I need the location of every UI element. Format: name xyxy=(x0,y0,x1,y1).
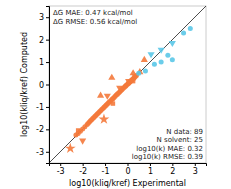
point xyxy=(188,26,193,31)
x-axis-label: log10(kliq/kref) Experimental xyxy=(69,179,186,188)
annotation-line: ΔG RMSE: 0.56 kcal/mol xyxy=(53,18,137,26)
point xyxy=(169,41,176,47)
annotation-line: log10(k) MAE: 0.32 xyxy=(136,145,203,153)
y-tick: -3 xyxy=(36,148,49,157)
point xyxy=(181,30,186,35)
y-tick-label: 3 xyxy=(39,13,44,22)
series-4 xyxy=(65,114,109,153)
annotation-line: log10(k) RMSE: 0.39 xyxy=(132,153,203,161)
point xyxy=(73,132,78,137)
point xyxy=(170,57,175,62)
point xyxy=(108,74,115,80)
x-tick: 3 xyxy=(193,163,198,176)
point xyxy=(111,101,115,105)
x-tick-label: -3 xyxy=(57,167,65,176)
x-tick-label: -2 xyxy=(79,167,87,176)
y-axis: -3 -2 -1 0 1 2 3 xyxy=(36,7,49,164)
x-tick: 0 xyxy=(125,163,130,176)
point xyxy=(136,71,141,76)
y-tick-mark xyxy=(46,107,49,108)
point xyxy=(143,69,148,74)
data-area xyxy=(49,6,206,163)
x-tick-label: 2 xyxy=(170,167,175,176)
x-tick-label: 0 xyxy=(125,167,130,176)
annotation-line: N data: 89 xyxy=(166,128,203,136)
y-tick-mark xyxy=(46,40,49,41)
point xyxy=(152,62,157,67)
series-1 xyxy=(97,56,148,98)
y-tick: 3 xyxy=(39,13,49,22)
y-tick: 0 xyxy=(39,81,49,90)
point xyxy=(104,94,111,100)
point xyxy=(165,53,170,58)
x-tick-mark xyxy=(83,163,84,166)
x-axis: -3 -2 -1 0 1 2 3 xyxy=(50,163,207,176)
y-tick-mark xyxy=(46,85,49,86)
x-tick: -3 xyxy=(57,163,65,176)
point xyxy=(97,92,104,98)
x-tick-mark xyxy=(172,163,173,166)
series-6 xyxy=(147,41,175,58)
x-tick: 2 xyxy=(170,163,175,176)
series-0 xyxy=(73,73,139,137)
plot-frame xyxy=(49,6,206,163)
y-tick: -2 xyxy=(36,125,49,134)
point xyxy=(99,114,110,124)
x-tick: -2 xyxy=(79,163,87,176)
point xyxy=(141,56,148,62)
x-tick-mark xyxy=(150,163,151,166)
series-5 xyxy=(136,26,193,76)
y-tick-mark xyxy=(46,152,49,153)
series-3 xyxy=(76,79,135,133)
point xyxy=(130,69,137,75)
x-tick-label: 1 xyxy=(148,167,153,176)
y-tick-label: -3 xyxy=(36,148,44,157)
y-tick-label: -2 xyxy=(36,125,44,134)
annotation: N data: 89N solvent: 25log10(k) MAE: 0.3… xyxy=(132,128,203,162)
x-tick-label: 3 xyxy=(193,167,198,176)
y-axis-line xyxy=(46,7,50,164)
plot: -3 -2 -1 0 1 2 3 -3 -2 -1 0 1 2 3 ΔG MAE: 0.47 kcal/mo… xyxy=(36,6,206,176)
series-2 xyxy=(79,75,139,145)
point xyxy=(79,139,86,145)
point xyxy=(76,128,80,132)
x-tick-mark xyxy=(195,163,196,166)
point xyxy=(158,48,165,54)
annotation-line: ΔG MAE: 0.47 kcal/mol xyxy=(53,9,133,17)
y-tick-label: -1 xyxy=(36,103,44,112)
point xyxy=(65,143,76,153)
annotation-line: N solvent: 25 xyxy=(157,136,203,144)
point xyxy=(159,60,164,65)
point xyxy=(147,52,154,58)
point xyxy=(131,79,135,83)
y-tick-mark xyxy=(46,62,49,63)
y-tick: 2 xyxy=(39,36,49,45)
y-tick-label: 2 xyxy=(39,36,44,45)
x-tick-mark xyxy=(60,163,61,166)
x-tick-label: -1 xyxy=(102,167,110,176)
x-tick: -1 xyxy=(102,163,110,176)
x-tick-mark xyxy=(105,163,106,166)
y-tick: 1 xyxy=(39,58,49,67)
y-tick: -1 xyxy=(36,103,49,112)
chart: -3 -2 -1 0 1 2 3 -3 -2 -1 0 1 2 3 ΔG MAE: 0.47 kcal/mo… xyxy=(0,0,231,189)
x-axis-line xyxy=(50,164,207,167)
x-tick-mark xyxy=(128,163,129,166)
y-tick-label: 1 xyxy=(39,58,44,67)
y-tick-mark xyxy=(46,17,49,18)
x-tick: 1 xyxy=(148,163,153,176)
annotation: ΔG MAE: 0.47 kcal/molΔG RMSE: 0.56 kcal/… xyxy=(53,9,137,26)
point xyxy=(116,86,123,92)
reference-line xyxy=(49,6,206,163)
y-axis-label: log10(kliq/kref) Computed xyxy=(20,32,29,137)
y-tick-label: 0 xyxy=(39,81,44,90)
y-tick-mark xyxy=(46,129,49,130)
